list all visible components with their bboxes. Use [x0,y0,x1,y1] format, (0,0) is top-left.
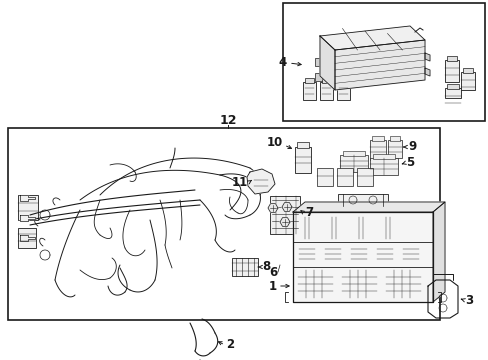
Bar [319,82,332,100]
Text: 6: 6 [269,266,278,279]
Bar [385,270,420,298]
Bar [297,217,317,239]
Bar [18,228,36,248]
Text: 4: 4 [278,57,286,69]
Polygon shape [20,235,35,241]
Polygon shape [424,53,429,61]
Bar [342,151,364,156]
Polygon shape [292,212,432,302]
Bar [347,245,369,263]
Bar [341,270,376,298]
Bar [444,60,458,82]
Bar [446,56,456,61]
Polygon shape [292,202,444,212]
Bar [321,245,343,263]
Bar [373,245,395,263]
Text: 3: 3 [464,293,472,306]
Text: 10: 10 [266,135,283,148]
Bar [356,168,372,186]
Polygon shape [334,40,424,90]
Polygon shape [20,195,35,201]
Polygon shape [319,36,334,90]
Bar [369,158,397,175]
Bar [296,142,308,148]
Bar [444,88,460,98]
Bar [378,217,398,239]
Bar [369,140,385,160]
Bar [372,154,394,159]
Polygon shape [319,26,424,50]
Text: 1: 1 [268,279,276,292]
Bar [399,245,421,263]
Polygon shape [282,203,291,211]
Bar [295,245,317,263]
Bar [294,147,310,173]
Bar [297,270,332,298]
Bar [336,168,352,186]
Bar [339,155,367,172]
Bar [316,168,332,186]
Polygon shape [432,202,444,302]
Text: 9: 9 [407,140,415,153]
Text: 5: 5 [405,157,413,170]
Bar [387,140,401,158]
Polygon shape [267,204,278,212]
Text: 2: 2 [225,338,234,351]
Bar [446,84,458,89]
Text: 11: 11 [231,175,247,189]
Polygon shape [280,218,289,226]
Bar [462,68,472,73]
Bar [269,196,299,234]
Text: 7: 7 [305,207,312,220]
Text: 8: 8 [262,261,270,274]
Bar [336,82,349,100]
Bar [389,136,399,141]
Bar [337,194,387,206]
Bar [231,258,258,276]
Polygon shape [424,68,429,76]
Polygon shape [246,169,274,194]
Bar [460,72,474,90]
Bar [305,78,313,83]
Bar [303,82,315,100]
Bar [338,78,347,83]
Bar [283,3,484,121]
Bar [351,217,371,239]
Text: 12: 12 [219,114,236,127]
Polygon shape [20,215,35,221]
Bar [18,195,38,220]
Bar [8,128,439,320]
Bar [314,58,323,66]
Bar [325,217,345,239]
Bar [321,78,330,83]
Bar [314,73,323,81]
Bar [371,136,383,141]
